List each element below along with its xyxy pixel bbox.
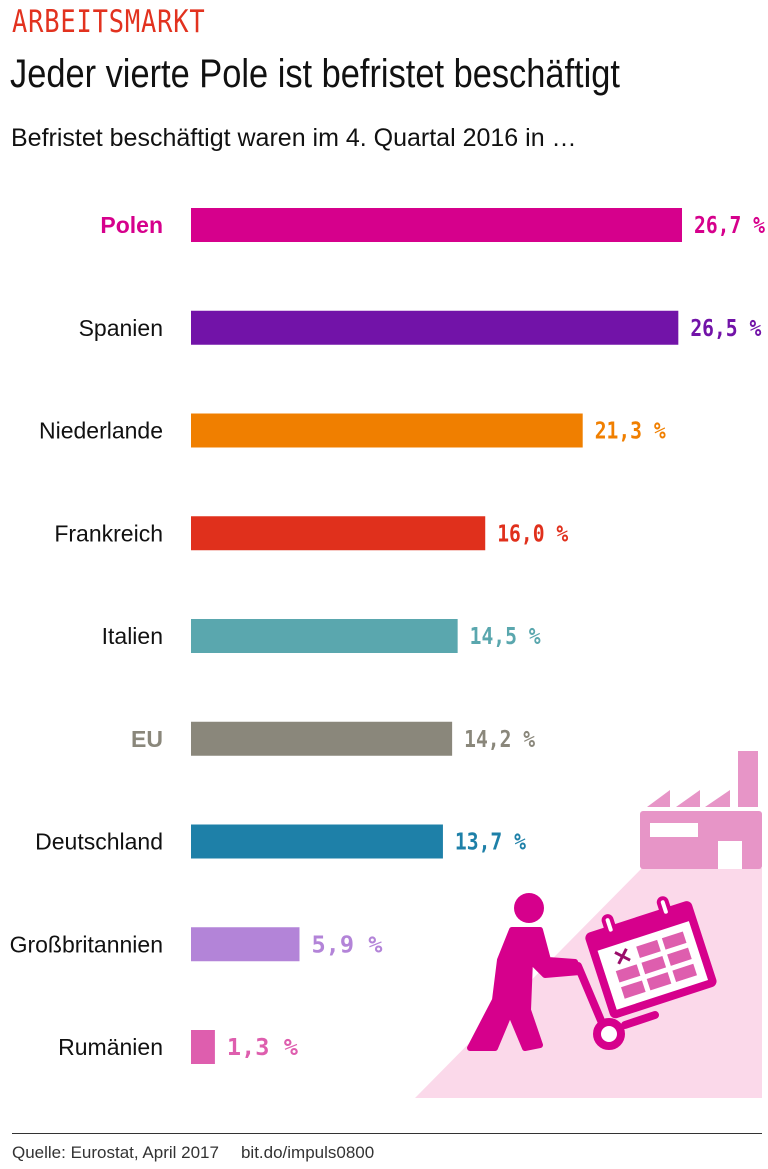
source-text: Quelle: Eurostat, April 2017 <box>12 1143 219 1162</box>
value-label: 1,3 % <box>227 1035 298 1061</box>
footer-divider <box>12 1133 762 1134</box>
bar-polen <box>191 208 682 242</box>
page-title: Jeder vierte Pole ist befristet beschäft… <box>10 52 620 96</box>
category-label: Rumänien <box>58 1034 163 1060</box>
kicker: ARBEITSMARKT <box>12 4 206 40</box>
source-link[interactable]: bit.do/impuls0800 <box>240 1143 375 1162</box>
category-label: Deutschland <box>35 829 163 855</box>
category-label: Italien <box>102 623 163 649</box>
bar-italien <box>191 619 458 653</box>
value-label: 26,7 % <box>694 213 765 239</box>
subtitle: Befristet beschäftigt waren im 4. Quarta… <box>11 124 577 152</box>
worker-pushing-hand-truck-icon <box>467 893 659 1051</box>
category-label: EU <box>131 726 163 752</box>
bar-eu <box>191 721 453 756</box>
bar-spanien <box>191 310 679 345</box>
category-label: Polen <box>100 212 163 238</box>
value-label: 13,7 % <box>455 830 526 856</box>
illustration <box>415 751 762 1098</box>
value-label: 14,5 % <box>470 624 541 650</box>
bar-rumänien <box>191 1030 215 1064</box>
value-label: 21,3 % <box>595 419 666 445</box>
category-label: Großbritannien <box>10 931 163 957</box>
category-label: Spanien <box>79 315 163 341</box>
bar-niederlande <box>191 413 583 448</box>
category-label: Niederlande <box>39 418 163 444</box>
value-label: 16,0 % <box>497 521 568 547</box>
bar-frankreich <box>191 516 486 551</box>
factory-icon <box>640 751 762 869</box>
bar-deutschland <box>191 824 443 859</box>
bar-großbritannien <box>191 927 300 962</box>
value-label: 26,5 % <box>690 316 761 342</box>
value-label: 5,9 % <box>311 932 382 958</box>
calendar-icon <box>585 896 717 1019</box>
value-label: 14,2 % <box>464 727 535 753</box>
footer: Quelle: Eurostat, April 2017 bit.do/impul… <box>12 1143 374 1163</box>
category-label: Frankreich <box>54 520 163 546</box>
